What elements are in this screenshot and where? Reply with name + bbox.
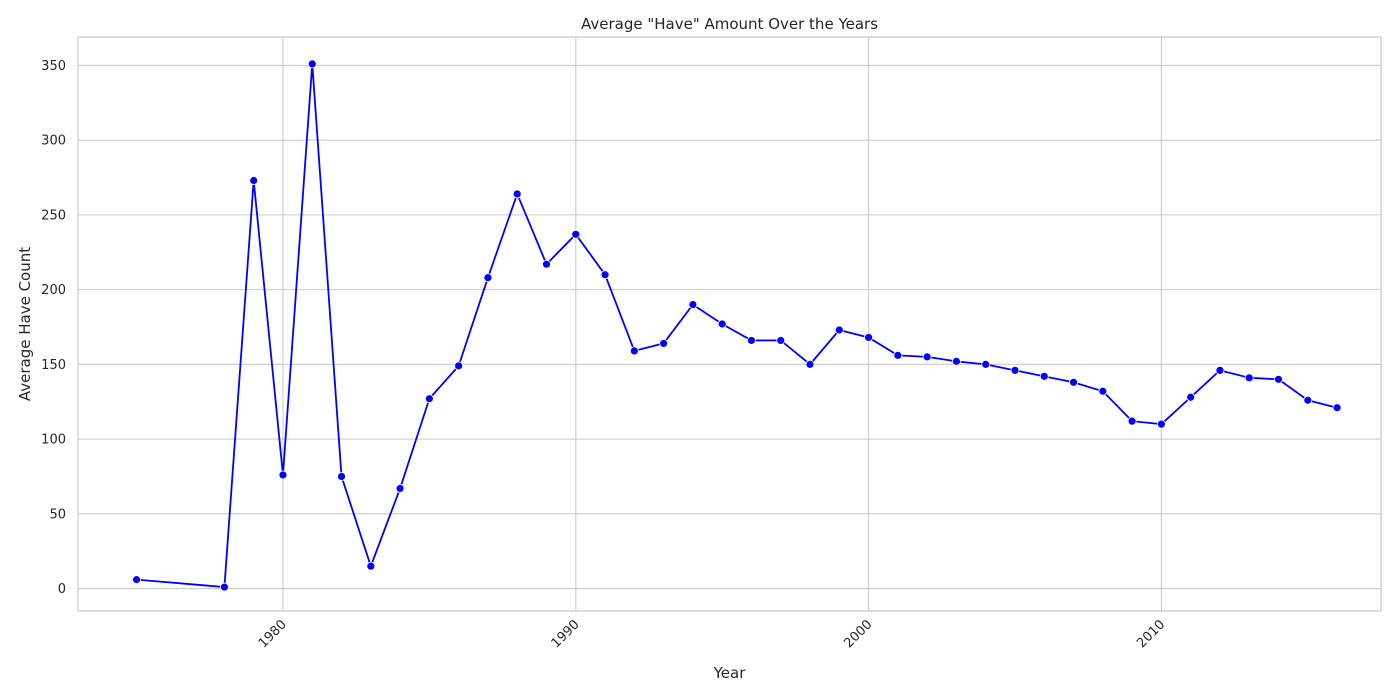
- y-tick-label: 250: [41, 208, 66, 223]
- y-tick-label: 50: [49, 507, 66, 522]
- data-point: [1156, 419, 1166, 429]
- data-point: [922, 352, 932, 362]
- data-point: [337, 472, 346, 481]
- data-point: [600, 270, 610, 280]
- data-point: [512, 189, 522, 199]
- gridlines: [78, 37, 1381, 611]
- plot-frame: [77, 36, 1382, 612]
- y-tick-label: 150: [41, 358, 66, 373]
- data-point: [1186, 392, 1196, 402]
- x-axis-label: Year: [713, 664, 747, 682]
- data-point: [1127, 416, 1137, 426]
- data-point: [747, 336, 756, 345]
- data-point: [307, 59, 317, 69]
- y-tick-label: 200: [41, 283, 66, 298]
- data-point: [952, 356, 961, 366]
- y-tick-label: 300: [41, 134, 66, 149]
- data-point: [1215, 365, 1225, 375]
- data-point: [395, 484, 405, 493]
- data-point: [805, 359, 815, 369]
- y-tick-label: 350: [41, 59, 66, 74]
- data-point: [776, 336, 786, 345]
- data-point: [1244, 373, 1254, 383]
- data-point: [1303, 395, 1313, 405]
- data-point: [249, 176, 259, 185]
- data-point: [893, 350, 903, 360]
- y-axis-label: Average Have Count: [16, 247, 34, 401]
- y-tick-label: 100: [41, 433, 66, 448]
- data-point: [629, 346, 639, 356]
- data-point: [1010, 365, 1020, 375]
- data-point: [132, 575, 141, 585]
- data-point: [1069, 377, 1078, 387]
- data-point: [542, 259, 551, 269]
- data-point: [1332, 403, 1342, 413]
- data-point: [1098, 386, 1108, 396]
- data-point: [717, 319, 727, 329]
- data-point: [1039, 371, 1049, 381]
- series-line: [135, 63, 1338, 588]
- data-point: [278, 470, 288, 480]
- chart-title: Average "Have" Amount Over the Years: [581, 15, 878, 33]
- data-point: [688, 300, 698, 309]
- data-point: [483, 273, 493, 283]
- data-point: [834, 325, 844, 335]
- data-point: [864, 333, 873, 342]
- data-point: [366, 561, 376, 571]
- series-layer: [132, 59, 1342, 592]
- data-point: [571, 229, 581, 239]
- data-point: [424, 394, 434, 404]
- data-point: [981, 359, 991, 369]
- data-point: [659, 339, 669, 348]
- data-point: [454, 361, 464, 371]
- data-point: [1274, 374, 1283, 384]
- data-point: [220, 582, 229, 592]
- y-tick-label: 0: [58, 582, 66, 597]
